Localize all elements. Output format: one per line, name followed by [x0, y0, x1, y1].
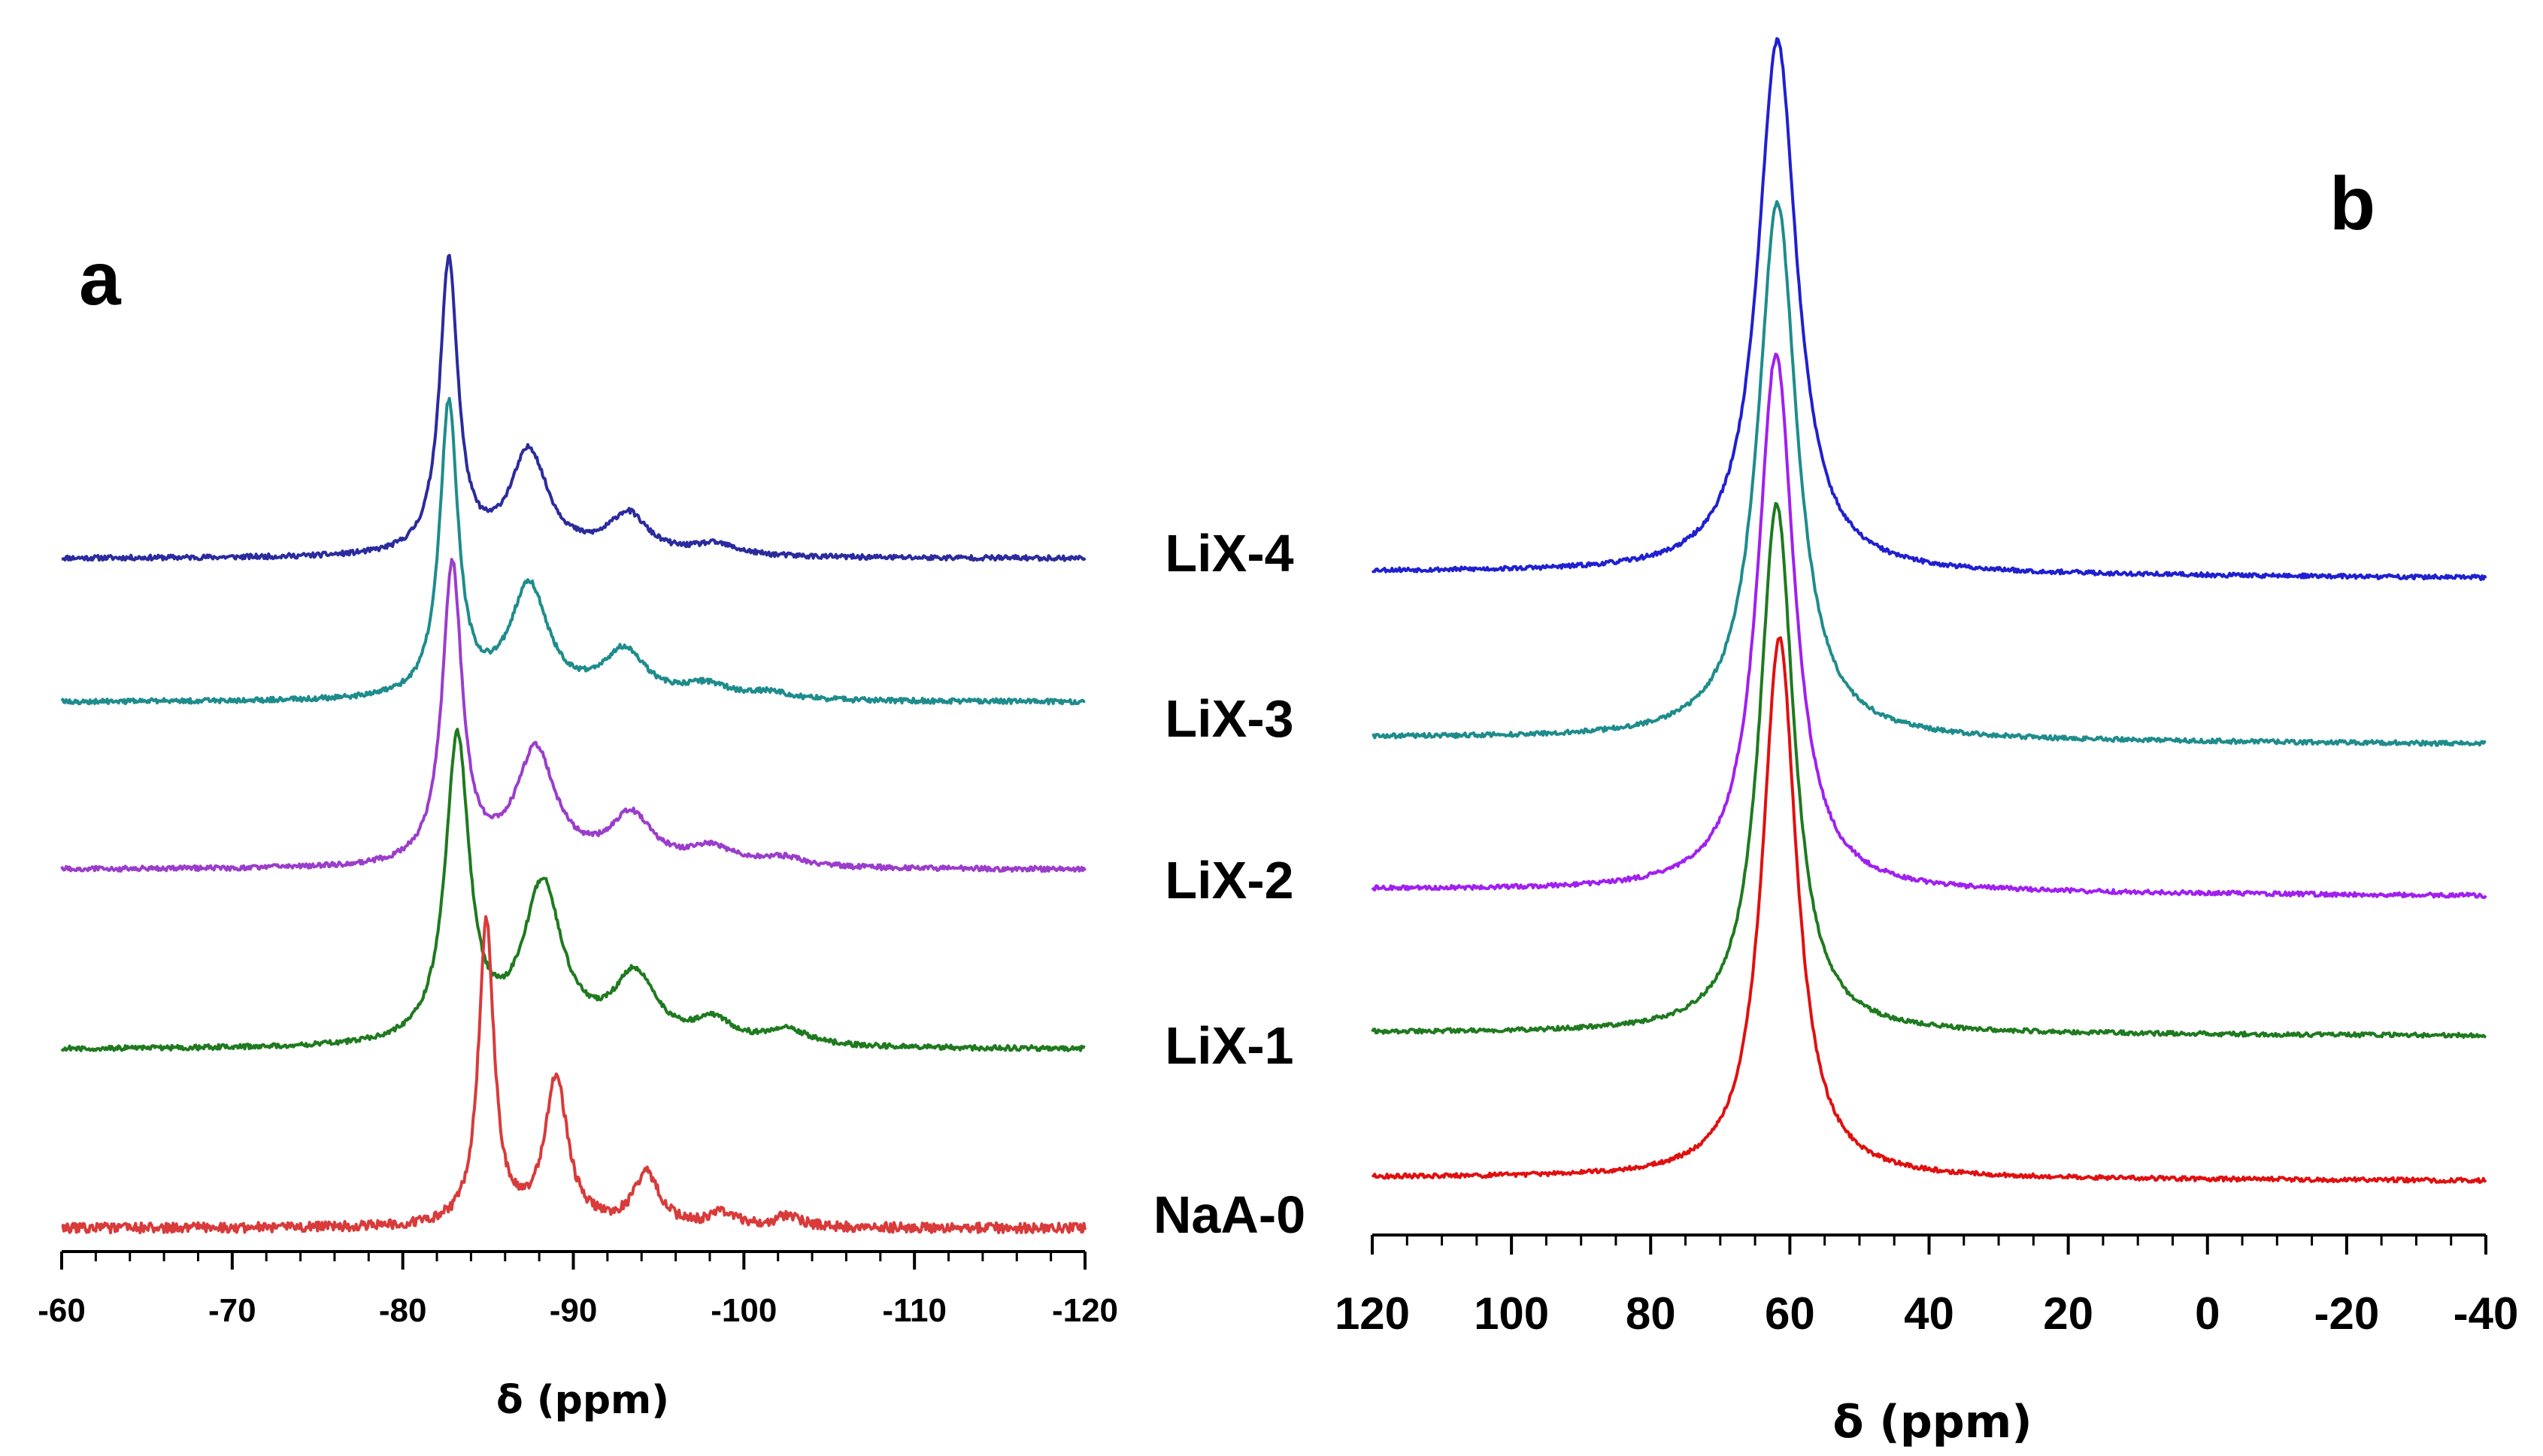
- series-label-lix-3: LiX-3: [1165, 689, 1293, 748]
- panel-b-trace-lix-1: [1371, 501, 2487, 1039]
- panel-a-tick-label: -90: [550, 1292, 598, 1329]
- series-label-lix-2: LiX-2: [1165, 851, 1293, 910]
- series-labels: LiX-4 LiX-3 LiX-2 LiX-1 NaA-0: [1153, 524, 1305, 1244]
- panel-b-trace-lix-4: [1371, 37, 2487, 581]
- panel-a-tick-label: -60: [38, 1292, 86, 1329]
- series-label-naa-0: NaA-0: [1153, 1185, 1305, 1244]
- panel-b-x-axis-title: δ (ppm): [1832, 1396, 2032, 1448]
- panel-a-trace-lix-2: [60, 558, 1087, 873]
- panel-b-trace-lix-2: [1371, 353, 2487, 899]
- panel-b-tick-label: 20: [2043, 1288, 2093, 1339]
- panel-b-tick-label: 60: [1765, 1288, 1815, 1339]
- panel-b-tick-label: 80: [1626, 1288, 1676, 1339]
- panel-b-tick-label: 120: [1335, 1288, 1410, 1339]
- panel-b-trace-lix-3: [1372, 200, 2487, 747]
- panel-a-tick-label: -120: [1052, 1292, 1118, 1329]
- panel-a-trace-lix-3: [60, 397, 1086, 706]
- panel-a-traces: [60, 253, 1087, 1234]
- panel-b-tick-label: -40: [2454, 1288, 2519, 1339]
- panel-b-tick-label: 100: [1474, 1288, 1549, 1339]
- panel-a-tick-label: -100: [711, 1292, 777, 1329]
- series-label-lix-4: LiX-4: [1165, 524, 1293, 583]
- panel-a-tick-label: -80: [379, 1292, 427, 1329]
- panel-a-trace-lix-4: [61, 253, 1087, 562]
- series-label-lix-1: LiX-1: [1165, 1016, 1293, 1075]
- panel-b-tick-label: 0: [2195, 1288, 2220, 1339]
- panel-b-trace-naa-0: [1371, 636, 2487, 1185]
- panel-a-ticks: -60 -70 -80 -90 -100 -110 -120: [38, 1252, 1118, 1329]
- panel-a-chart: -60 -70 -80 -90 -100 -110 -120 δ (ppm): [38, 253, 1118, 1423]
- panel-b-traces: [1371, 37, 2487, 1185]
- panel-b-ticks: 120 100 80 60 40 20 0 -20 -40: [1335, 1235, 2518, 1339]
- panel-a-tick-label: -70: [208, 1292, 256, 1329]
- panel-a-label: a: [79, 237, 122, 321]
- panel-a-trace-naa-0: [61, 915, 1087, 1234]
- panel-a-trace-lix-1: [60, 728, 1086, 1052]
- panel-a-x-axis-title: δ (ppm): [496, 1378, 669, 1423]
- panel-b-label: b: [2329, 162, 2375, 246]
- panel-b-chart: 120 100 80 60 40 20 0 -20 -40 δ (ppm): [1335, 37, 2518, 1448]
- panel-b-tick-label: 40: [1904, 1288, 1954, 1339]
- panel-b-tick-label: -20: [2314, 1288, 2380, 1339]
- panel-a-tick-label: -110: [882, 1292, 947, 1329]
